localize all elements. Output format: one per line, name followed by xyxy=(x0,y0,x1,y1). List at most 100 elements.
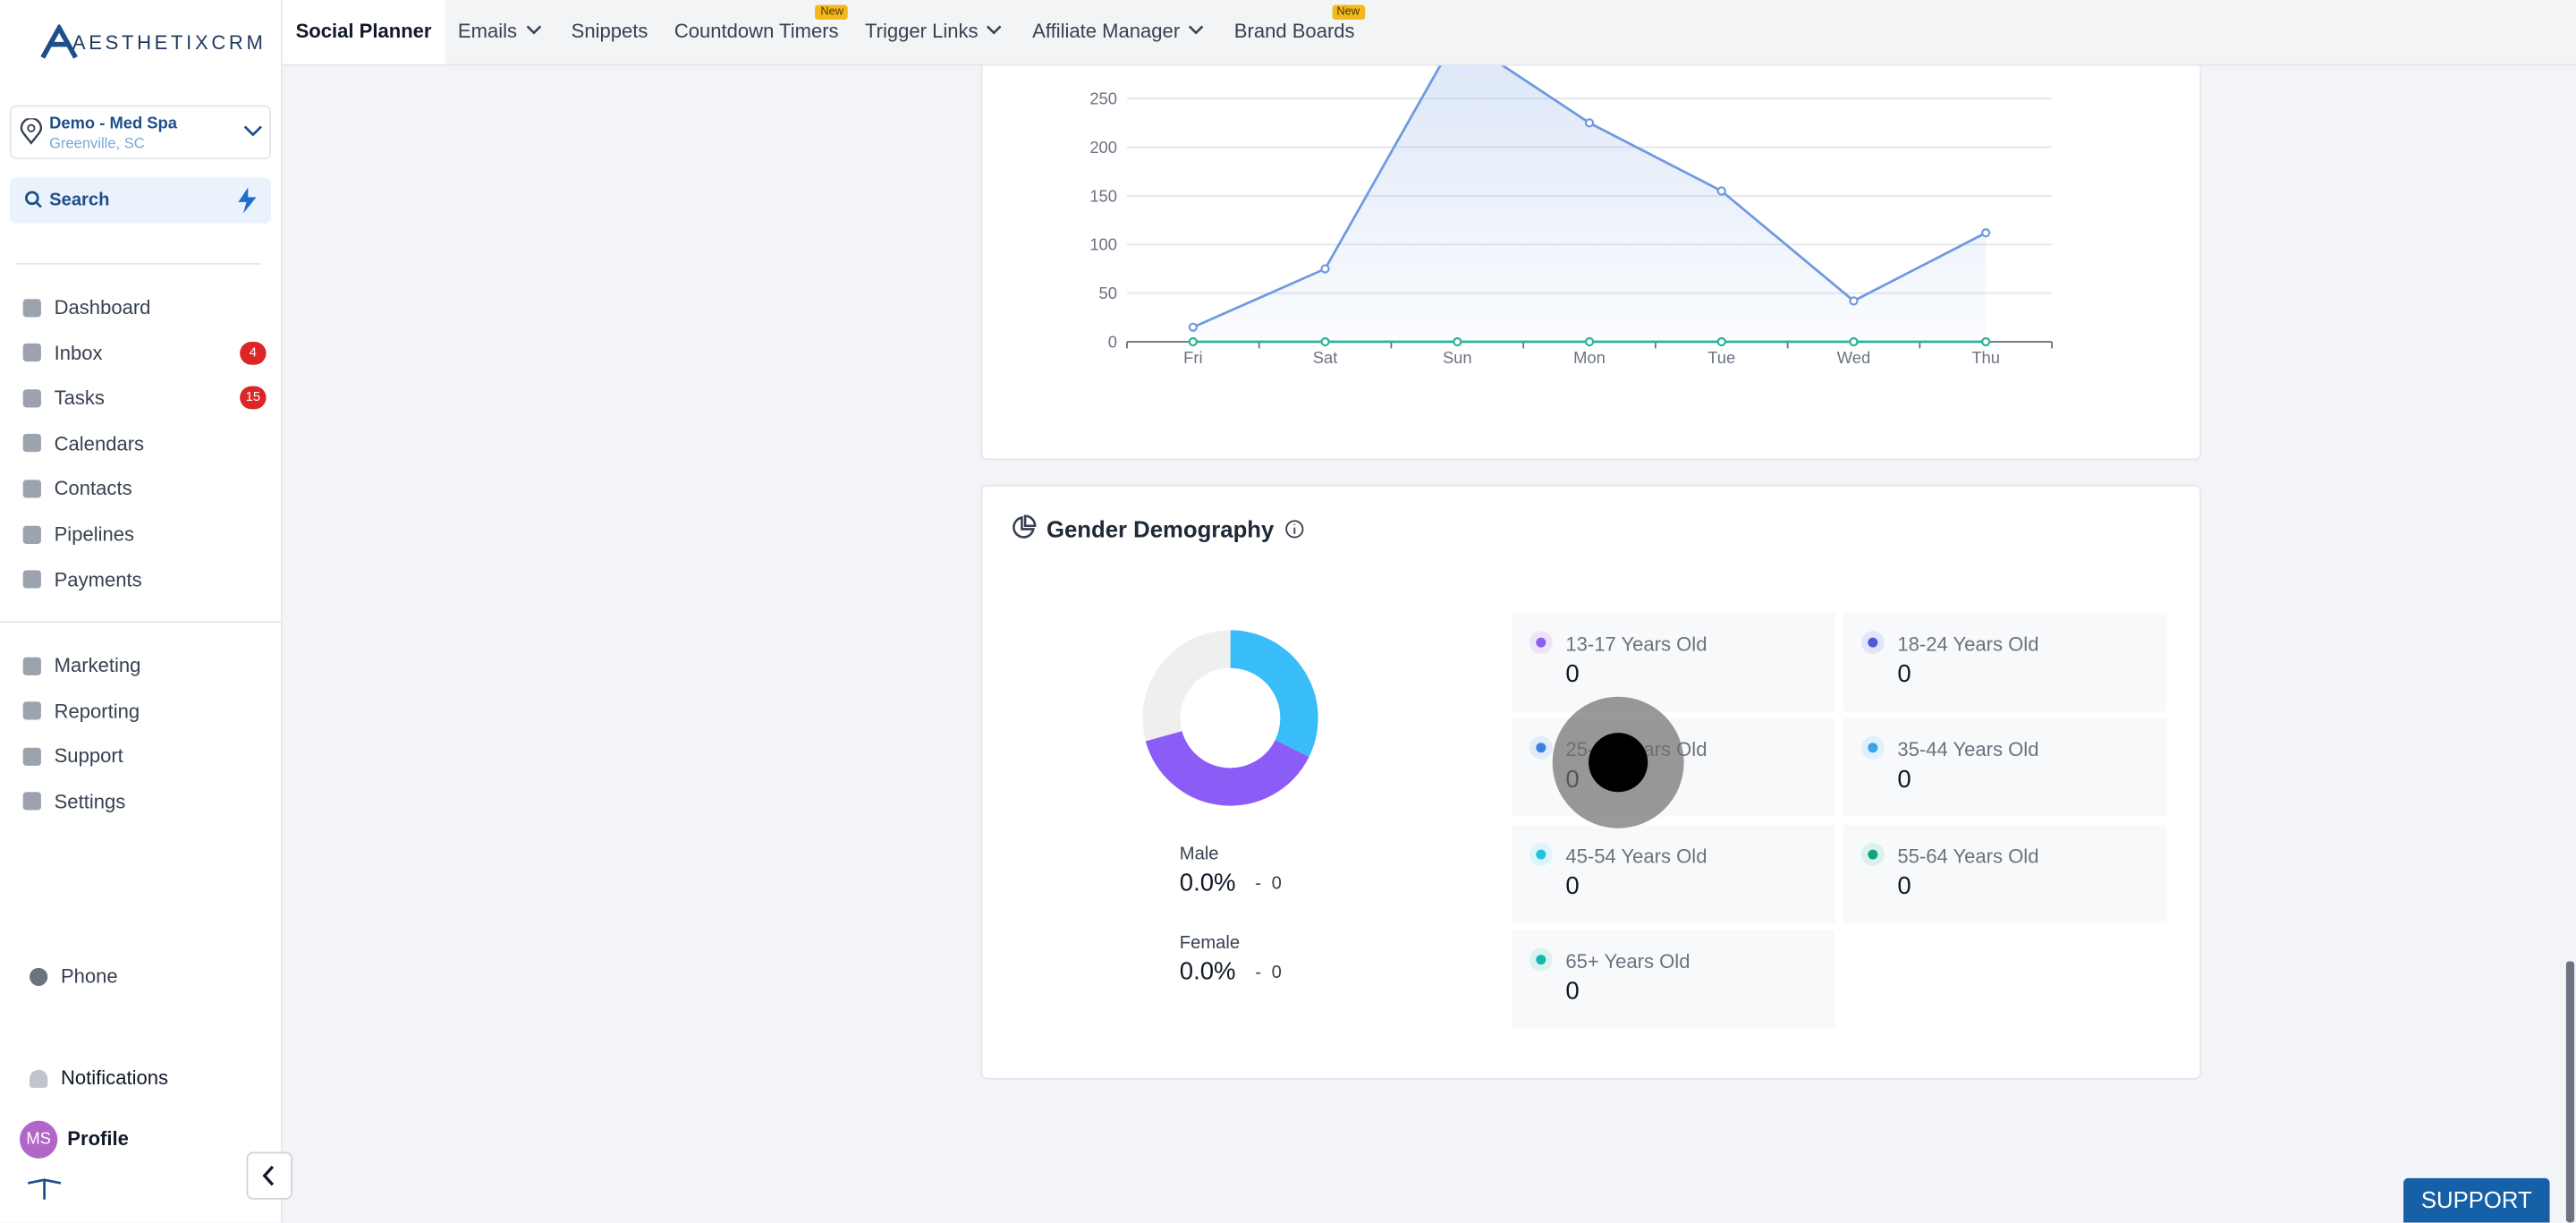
nav-item[interactable]: Support xyxy=(22,744,123,768)
pin-icon xyxy=(20,118,43,145)
age-value: 0 xyxy=(1565,871,1580,900)
nav-icon xyxy=(22,747,41,766)
age-dot xyxy=(1529,947,1553,972)
age-dot xyxy=(1529,631,1553,655)
nav-tab-label: Brand Boards xyxy=(1233,20,1355,43)
x-tick-label: Sun xyxy=(1443,348,1472,367)
search[interactable]: Search xyxy=(10,177,272,224)
age-label: 35-44 Years Old xyxy=(1897,738,2039,761)
point xyxy=(1320,264,1330,274)
nav-label: Tasks xyxy=(54,386,105,410)
nav-item[interactable]: Inbox xyxy=(22,341,103,364)
nav-tab[interactable]: Countdown Timers New xyxy=(661,0,852,64)
y-tick-label: 50 xyxy=(1099,284,1117,302)
nav-tab-label: Countdown Timers xyxy=(674,20,839,43)
gender-percent: 0.0% xyxy=(1179,957,1236,987)
nav-tab[interactable]: Trigger Links xyxy=(852,0,1019,64)
age-card: 45-54 Years Old 0 xyxy=(1511,824,1835,923)
nav-item[interactable]: Dashboard xyxy=(22,295,151,319)
age-dot xyxy=(1860,631,1885,655)
nav-tab[interactable]: Brand Boards New xyxy=(1221,0,1368,64)
separator: - xyxy=(1255,874,1261,895)
nav-item[interactable]: Calendars xyxy=(22,431,145,455)
age-label: 13-17 Years Old xyxy=(1565,633,1707,656)
point xyxy=(1716,336,1726,347)
y-tick-label: 250 xyxy=(1089,89,1117,108)
location-switcher[interactable]: Demo - Med Spa Greenville, SC xyxy=(10,105,272,160)
age-dot-core xyxy=(1868,637,1878,648)
x-tick-label: Sat xyxy=(1313,348,1338,367)
age-dot-core xyxy=(1868,743,1878,753)
nav-icon xyxy=(22,656,41,675)
pie-icon xyxy=(1013,514,1037,539)
nav-item[interactable]: Pipelines xyxy=(22,522,135,546)
nav-tab-label: Emails xyxy=(457,20,518,43)
age-label: 65+ Years Old xyxy=(1565,949,1690,973)
gender-count: 0 xyxy=(1271,963,1282,983)
info-icon xyxy=(1285,520,1304,539)
age-dot-core xyxy=(1536,848,1546,859)
notifications[interactable]: Notifications xyxy=(30,1066,168,1090)
avatar[interactable]: MS xyxy=(20,1120,58,1159)
point xyxy=(1188,336,1198,347)
gender-label: Male xyxy=(1179,845,1219,865)
age-dot xyxy=(1529,736,1553,760)
age-card: 18-24 Years Old 0 xyxy=(1843,613,2167,712)
line-chart: 0 50 100 150 200 250 Fri Sat Sun Mon Tue Wed Thu xyxy=(1089,30,2053,367)
nav-tab-label: Snippets xyxy=(571,20,648,43)
age-value: 0 xyxy=(1897,871,1911,900)
nav-icon xyxy=(22,388,41,407)
brand-mark xyxy=(27,1178,62,1200)
separator: - xyxy=(1255,963,1261,983)
nav-item[interactable]: Contacts xyxy=(22,477,132,500)
nav-icon xyxy=(22,344,41,362)
profile-label[interactable]: Profile xyxy=(67,1126,129,1151)
point xyxy=(1584,336,1595,347)
nav-label: Settings xyxy=(54,790,126,813)
nav-item[interactable]: Tasks xyxy=(22,386,105,410)
gender-title: Gender Demography xyxy=(1046,515,1275,543)
y-tick-label: 200 xyxy=(1089,138,1117,157)
nav-tab-label: Social Planner xyxy=(295,20,432,43)
y-tick-label: 100 xyxy=(1089,235,1117,254)
chevron xyxy=(1189,25,1204,35)
phone-label: Phone xyxy=(60,964,118,988)
phone[interactable]: Phone xyxy=(30,964,118,988)
x-tick-label: Wed xyxy=(1837,348,1870,367)
support-button[interactable]: SUPPORT xyxy=(2403,1177,2550,1223)
nav-tab[interactable]: Emails xyxy=(445,0,558,64)
age-value: 0 xyxy=(1897,660,1911,689)
nav-tab[interactable]: Snippets xyxy=(558,0,661,64)
divider xyxy=(16,262,262,265)
nav-tab-label: Trigger Links xyxy=(864,20,979,43)
x-tick-label: Fri xyxy=(1183,348,1202,367)
new-badge: New xyxy=(1331,4,1365,21)
age-dot-core xyxy=(1868,848,1878,859)
nav-icon xyxy=(22,434,41,453)
nav-label: Pipelines xyxy=(54,522,135,546)
nav-item[interactable]: Payments xyxy=(22,568,142,590)
nav-label: Calendars xyxy=(54,431,145,455)
nav-icon xyxy=(22,524,41,544)
nav-item[interactable]: Marketing xyxy=(22,654,140,677)
nav-item[interactable]: Reporting xyxy=(22,700,140,722)
nav-label: Dashboard xyxy=(54,295,151,319)
point xyxy=(1849,336,1859,347)
bolt-icon xyxy=(238,187,257,214)
scrollbar[interactable] xyxy=(2565,961,2575,1223)
x-tick-label: Thu xyxy=(1971,348,2000,367)
age-label: 18-24 Years Old xyxy=(1897,633,2039,656)
nav-item[interactable]: Settings xyxy=(22,790,126,813)
age-dot-core xyxy=(1536,743,1546,753)
nav-icon xyxy=(22,701,41,720)
cursor xyxy=(1589,733,1648,793)
area xyxy=(1192,35,1987,343)
nav-tab[interactable]: Social Planner xyxy=(282,0,445,64)
nav-tab[interactable]: Affiliate Manager xyxy=(1019,0,1221,64)
age-value: 0 xyxy=(1565,660,1580,689)
collapse-button[interactable] xyxy=(246,1151,292,1200)
location-city: Greenville, SC xyxy=(49,134,145,151)
x-tick-label: Mon xyxy=(1573,348,1606,367)
